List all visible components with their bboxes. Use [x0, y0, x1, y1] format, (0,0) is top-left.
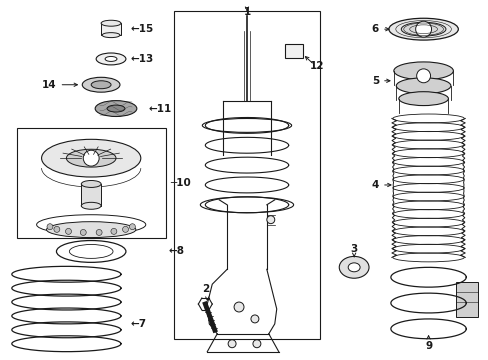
Circle shape	[250, 315, 258, 323]
Ellipse shape	[395, 78, 450, 94]
Ellipse shape	[102, 33, 120, 37]
Ellipse shape	[393, 62, 452, 80]
Circle shape	[122, 226, 128, 232]
Ellipse shape	[96, 53, 126, 65]
Ellipse shape	[81, 202, 101, 209]
Ellipse shape	[95, 100, 137, 117]
Circle shape	[83, 150, 99, 166]
Circle shape	[234, 302, 244, 312]
Circle shape	[111, 228, 117, 234]
Text: 3: 3	[350, 244, 357, 255]
Circle shape	[96, 229, 102, 235]
Ellipse shape	[82, 77, 120, 92]
Text: ←8: ←8	[168, 247, 184, 256]
Ellipse shape	[101, 20, 121, 26]
Text: 6: 6	[371, 24, 378, 34]
Text: ←13: ←13	[131, 54, 154, 64]
Ellipse shape	[339, 256, 368, 278]
Ellipse shape	[66, 149, 116, 167]
Text: 2: 2	[201, 284, 208, 294]
Text: 4: 4	[371, 180, 378, 190]
Circle shape	[416, 69, 429, 83]
Circle shape	[65, 228, 71, 234]
Ellipse shape	[81, 180, 101, 188]
Ellipse shape	[107, 105, 124, 112]
Text: ─10: ─10	[170, 178, 191, 188]
Bar	[284, 44, 302, 58]
Circle shape	[80, 229, 86, 235]
Text: 9: 9	[424, 341, 431, 351]
Ellipse shape	[46, 222, 136, 238]
Ellipse shape	[41, 139, 141, 177]
Text: ←7: ←7	[131, 319, 147, 329]
Bar	[173, 11, 320, 339]
Ellipse shape	[347, 263, 359, 272]
Circle shape	[252, 340, 260, 348]
Ellipse shape	[401, 22, 445, 36]
Bar	[455, 282, 477, 317]
Text: ←11: ←11	[148, 104, 172, 113]
Ellipse shape	[388, 18, 457, 40]
Circle shape	[415, 21, 431, 37]
Ellipse shape	[91, 81, 111, 89]
Circle shape	[47, 224, 53, 230]
Text: 12: 12	[309, 61, 324, 71]
Circle shape	[54, 226, 60, 232]
Text: ←15: ←15	[131, 24, 154, 34]
Text: 1: 1	[243, 7, 250, 17]
Bar	[17, 129, 165, 238]
Text: 14: 14	[42, 80, 56, 90]
Ellipse shape	[398, 92, 447, 105]
Bar	[81, 184, 101, 206]
Circle shape	[228, 340, 236, 348]
Text: 5: 5	[371, 76, 378, 86]
Circle shape	[129, 224, 135, 230]
Ellipse shape	[105, 57, 117, 62]
Bar	[101, 23, 121, 35]
Circle shape	[266, 216, 274, 224]
